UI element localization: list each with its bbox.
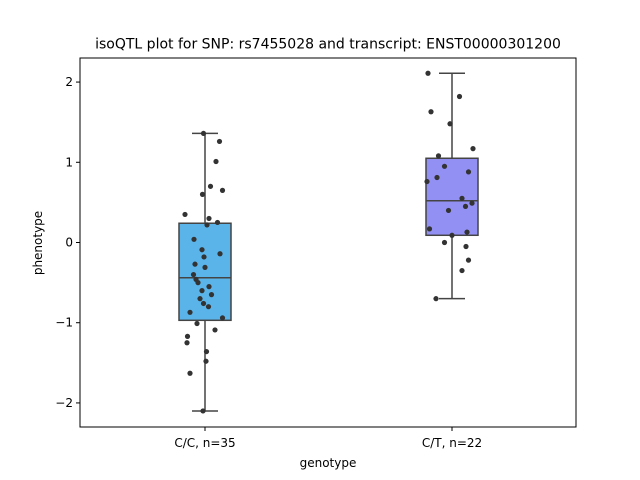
data-point xyxy=(203,358,209,364)
y-tick-label: 2 xyxy=(65,75,73,89)
data-point xyxy=(463,243,469,250)
y-tick-label: 0 xyxy=(65,236,73,250)
data-point xyxy=(202,264,208,270)
box-group-1 xyxy=(178,130,232,414)
data-point xyxy=(205,304,212,310)
data-point xyxy=(219,315,226,321)
axes: −2 −1 0 1 2 C/C, n=35 C/T, n=22 xyxy=(55,57,577,450)
data-point xyxy=(192,261,198,267)
data-point xyxy=(456,93,463,100)
data-point xyxy=(447,121,453,127)
data-point xyxy=(425,70,431,76)
box-group-2 xyxy=(424,70,479,302)
data-point xyxy=(465,257,472,263)
data-point xyxy=(441,163,448,169)
plot-frame xyxy=(79,57,577,428)
data-point xyxy=(445,207,452,214)
data-point xyxy=(194,320,200,327)
data-point xyxy=(216,138,223,145)
data-point xyxy=(203,348,210,355)
data-point xyxy=(204,222,210,228)
x-axis-title: genotype xyxy=(300,456,357,470)
data-point xyxy=(200,300,207,307)
data-point xyxy=(219,187,226,193)
data-point xyxy=(212,327,218,333)
data-point xyxy=(190,271,197,278)
data-point xyxy=(469,200,475,206)
iqr-box xyxy=(178,222,232,322)
data-point xyxy=(214,219,221,226)
data-point xyxy=(428,109,434,115)
data-point xyxy=(184,333,191,339)
x-tick-label: C/T, n=22 xyxy=(422,436,482,450)
y-tick-label: −1 xyxy=(55,316,73,330)
y-tick-label: −2 xyxy=(55,396,73,410)
data-point xyxy=(459,195,465,201)
data-point xyxy=(441,239,448,246)
data-point xyxy=(201,254,207,260)
data-point xyxy=(206,284,212,290)
data-point xyxy=(433,296,439,302)
data-point xyxy=(459,267,465,274)
data-point xyxy=(195,280,201,286)
data-point xyxy=(424,178,430,185)
data-point xyxy=(184,340,190,346)
data-point xyxy=(187,309,193,315)
data-point xyxy=(200,130,207,137)
data-point xyxy=(182,211,188,218)
data-point xyxy=(213,158,219,165)
data-point xyxy=(435,153,442,159)
y-axis-title: phenotype xyxy=(31,211,45,275)
data-point xyxy=(464,229,470,235)
data-point xyxy=(200,408,206,414)
data-point xyxy=(426,226,433,232)
data-point xyxy=(206,215,212,222)
data-point xyxy=(199,288,205,294)
data-point xyxy=(449,232,455,238)
data-point xyxy=(434,174,440,181)
data-point xyxy=(191,236,197,242)
data-point xyxy=(217,251,223,257)
data-point xyxy=(462,203,469,210)
data-point xyxy=(465,169,472,175)
x-tick-label: C/C, n=35 xyxy=(174,436,235,450)
data-point xyxy=(199,191,206,197)
data-point xyxy=(208,292,215,298)
data-point xyxy=(470,146,476,152)
data-point xyxy=(197,296,203,302)
data-point xyxy=(187,370,193,376)
chart-title: isoQTL plot for SNP: rs7455028 and trans… xyxy=(95,37,561,53)
plot-area xyxy=(178,70,479,414)
iqr-box xyxy=(425,157,479,237)
y-tick-label: 1 xyxy=(65,155,73,169)
data-point xyxy=(207,183,214,189)
data-point xyxy=(199,247,205,253)
